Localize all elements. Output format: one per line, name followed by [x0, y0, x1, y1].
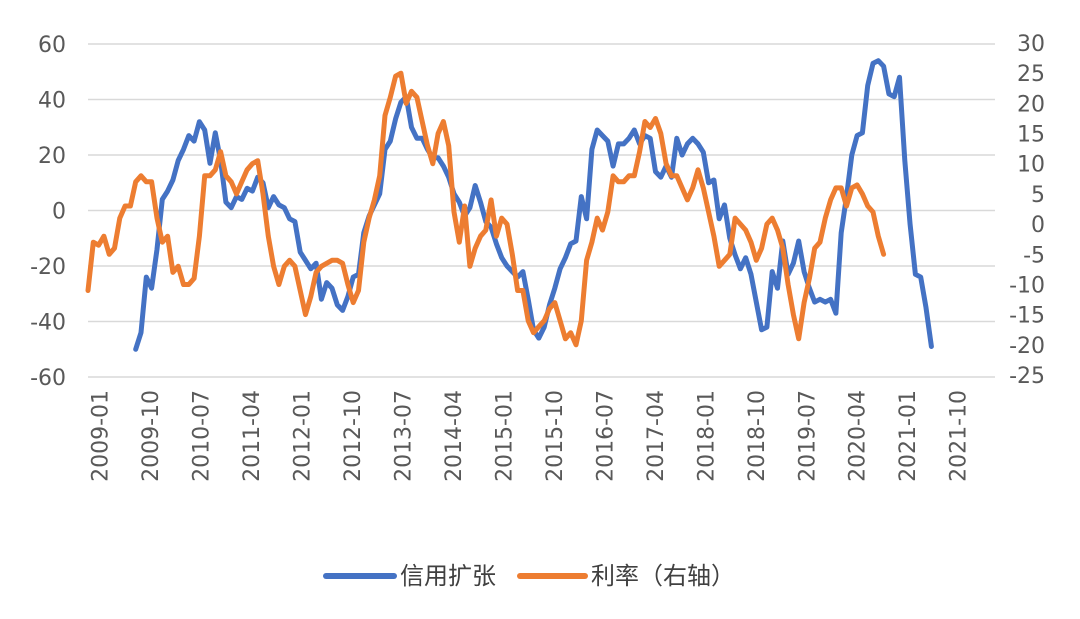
left-tick-label: -40: [30, 311, 66, 336]
left-y-axis: 60 40 20 0 -20 -40 -60: [30, 33, 66, 391]
x-tick-label: 2019-07: [795, 390, 820, 482]
x-tick-label: 2021-10: [947, 390, 972, 482]
x-tick-label: 2018-10: [745, 390, 770, 482]
x-tick-label: 2018-01: [694, 390, 719, 482]
legend-label: 利率（右轴）: [591, 562, 735, 590]
right-tick-label: 25: [1017, 62, 1045, 87]
left-tick-label: 20: [38, 144, 66, 169]
right-tick-label: 30: [1017, 32, 1045, 57]
left-tick-label: -60: [30, 366, 66, 391]
right-tick-label: -20: [1009, 334, 1045, 359]
x-tick-label: 2020-04: [846, 390, 871, 482]
legend: 信用扩张 利率（右轴）: [323, 562, 735, 590]
x-tick-label: 2009-01: [89, 390, 114, 482]
series-layer: [85, 58, 934, 352]
x-tick-label: 2012-10: [341, 390, 366, 482]
right-tick-label: -5: [1023, 243, 1045, 268]
x-tick-label: 2015-01: [492, 390, 517, 482]
right-tick-label: 10: [1017, 153, 1045, 178]
x-axis: 2009-01 2009-10 2010-07 2011-04 2012-01 2012-…: [89, 390, 972, 482]
x-tick-label: 2016-07: [593, 390, 618, 482]
x-tick-label: 2009-10: [139, 390, 164, 482]
right-tick-label: 5: [1031, 183, 1045, 208]
right-tick-label: 0: [1031, 213, 1045, 238]
series-line-interest-rate: [85, 70, 887, 348]
right-tick-label: -25: [1009, 364, 1045, 389]
x-tick-label: 2017-04: [644, 390, 669, 482]
right-y-axis: 30 25 20 15 10 5 0 -5 -10 -15 -20 -25: [1009, 32, 1045, 389]
right-tick-label: 20: [1017, 92, 1045, 117]
left-tick-label: 60: [38, 33, 66, 58]
x-tick-label: 2011-04: [240, 390, 265, 482]
legend-label: 信用扩张: [400, 562, 496, 590]
x-tick-label: 2010-07: [190, 390, 215, 482]
series-line-credit-expansion: [133, 58, 934, 352]
right-tick-label: -15: [1009, 304, 1045, 329]
right-tick-label: -10: [1009, 273, 1045, 298]
right-tick-label: 15: [1017, 123, 1045, 148]
x-tick-label: 2012-01: [291, 390, 316, 482]
x-tick-label: 2013-07: [392, 390, 417, 482]
left-tick-label: -20: [30, 255, 66, 280]
x-tick-label: 2021-01: [896, 390, 921, 482]
left-tick-label: 0: [52, 200, 66, 225]
x-tick-label: 2014-04: [442, 390, 467, 482]
x-tick-label: 2015-10: [543, 390, 568, 482]
left-tick-label: 40: [38, 89, 66, 114]
